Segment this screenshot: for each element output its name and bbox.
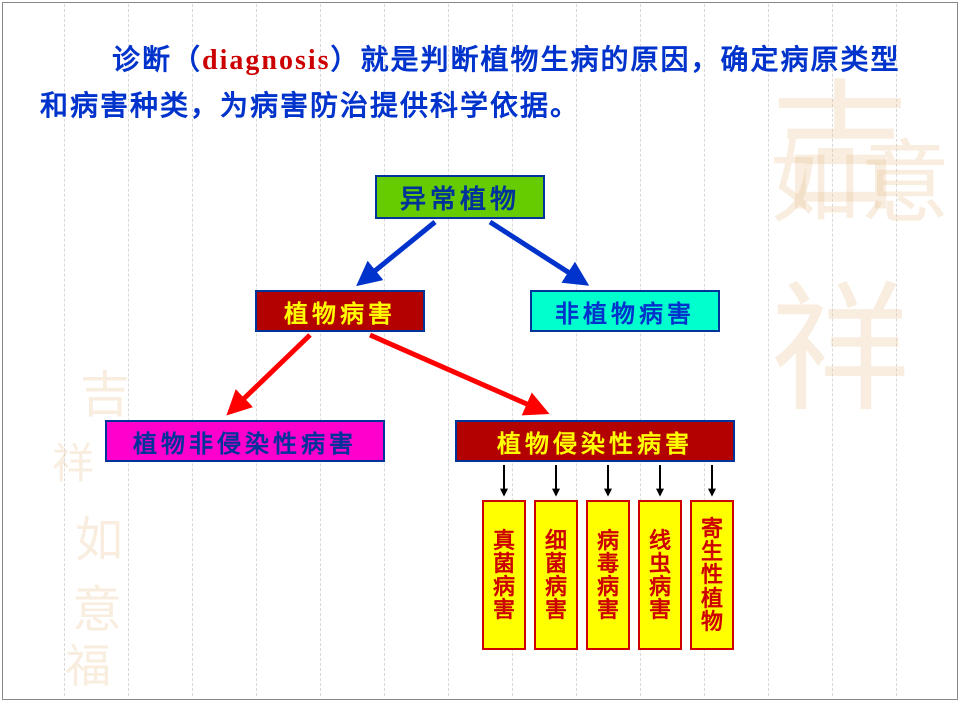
decorative-seal: 祥	[52, 430, 94, 491]
node-noninfectious: 植物非侵染性病害	[105, 420, 385, 462]
decorative-seal: 如	[75, 500, 123, 570]
slide-title: 诊断（diagnosis）就是判断植物生病的原因，确定病原类型和病害种类，为病害…	[40, 38, 920, 130]
decorative-seal: 吉	[80, 355, 130, 427]
node-infectious: 植物侵染性病害	[455, 420, 735, 462]
node-disease: 植物病害	[255, 290, 425, 332]
leaf-3: 线虫病害	[638, 500, 682, 650]
title-english: diagnosis	[202, 45, 331, 76]
leaf-2: 病毒病害	[586, 500, 630, 650]
node-nondisease: 非植物病害	[530, 290, 720, 332]
decorative-seal: 福	[65, 630, 111, 696]
title-pre: 诊断（	[112, 45, 202, 76]
node-root: 异常植物	[375, 175, 545, 219]
leaf-0: 真菌病害	[482, 500, 526, 650]
leaf-4: 寄生性植物	[690, 500, 734, 650]
leaf-1: 细菌病害	[534, 500, 578, 650]
